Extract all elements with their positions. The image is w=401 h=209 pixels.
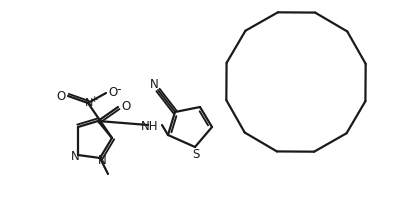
Text: O: O bbox=[108, 87, 117, 99]
Text: S: S bbox=[192, 149, 199, 162]
Text: N: N bbox=[97, 154, 106, 167]
Text: O: O bbox=[121, 99, 130, 112]
Text: O: O bbox=[56, 89, 65, 102]
Text: -: - bbox=[116, 84, 121, 97]
Text: N: N bbox=[85, 98, 93, 108]
Text: +: + bbox=[90, 94, 97, 103]
Text: N: N bbox=[149, 78, 158, 90]
Text: N: N bbox=[71, 149, 79, 163]
Text: NH: NH bbox=[141, 121, 158, 134]
